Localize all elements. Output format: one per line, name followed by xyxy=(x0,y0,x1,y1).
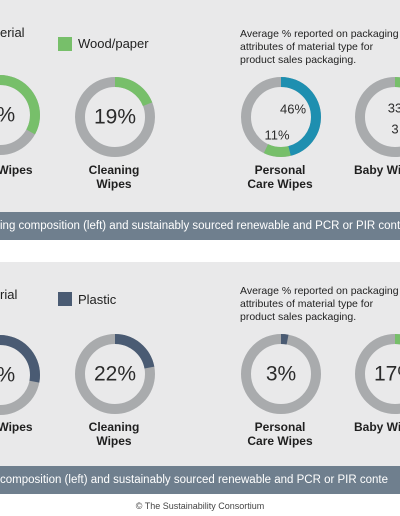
figure-caption: composition (left) and sustainably sourc… xyxy=(0,466,400,494)
legend-left-fragment: rial xyxy=(0,287,18,302)
donut-segment xyxy=(0,75,40,155)
chart-panel-wood-paper: erial Wood/paper Average % reported on p… xyxy=(0,0,400,240)
donut-label-wipes: Wipes xyxy=(0,163,33,177)
donut-segment xyxy=(355,334,400,414)
legend-label-wood-paper: Wood/paper xyxy=(78,36,149,51)
donut-segment xyxy=(0,335,40,415)
donut-value-label: 33 xyxy=(388,101,400,116)
donut-value-label: 11% xyxy=(264,128,289,143)
donut-value-label: 3 xyxy=(391,122,398,137)
donut-value-label: 22% xyxy=(94,363,136,386)
figure-caption: ing composition (left) and sustainably s… xyxy=(0,212,400,240)
legend-swatch-wood-paper xyxy=(58,37,72,51)
donut-segment xyxy=(75,334,155,414)
donut-segment xyxy=(355,77,400,157)
donut-segment xyxy=(241,77,321,157)
donut-value-label: 3% xyxy=(0,104,15,127)
copyright-text: © The Sustainability Consortium xyxy=(135,501,265,511)
donut-segment xyxy=(75,77,155,157)
donut-value-label: 3% xyxy=(0,364,15,387)
legend-label-plastic: Plastic xyxy=(78,292,117,307)
donut-label-cleaning-wipes: Cleaning Wipes xyxy=(88,420,140,448)
chart-note: Average % reported on packaging attribut… xyxy=(240,285,399,323)
donut-segment xyxy=(241,334,321,414)
donut-track xyxy=(355,77,400,157)
donut-label-cleaning-wipes: Cleaning Wipes xyxy=(88,163,140,191)
donut-value-label: 46% xyxy=(280,102,306,117)
legend-swatch-plastic xyxy=(58,292,72,306)
donut-label-baby-wipes: Baby Wi xyxy=(354,163,400,177)
donut-label-personal-care-wipes: Personal Care Wipes xyxy=(247,420,313,448)
legend-left-fragment: erial xyxy=(0,25,25,40)
donut-label-personal-care-wipes: Personal Care Wipes xyxy=(247,163,313,191)
chart-panel-plastic: rial Plastic Average % reported on packa… xyxy=(0,262,400,494)
donut-label-baby-wipes: Baby Wi xyxy=(354,420,400,434)
donut-value-label: 3% xyxy=(266,363,296,386)
donut-value-label: 17% xyxy=(374,363,400,386)
donut-label-wipes: Wipes xyxy=(0,420,33,434)
donut-value-label: 19% xyxy=(94,106,136,129)
chart-note: Average % reported on packaging attribut… xyxy=(240,28,399,66)
donut-segment xyxy=(241,77,321,157)
